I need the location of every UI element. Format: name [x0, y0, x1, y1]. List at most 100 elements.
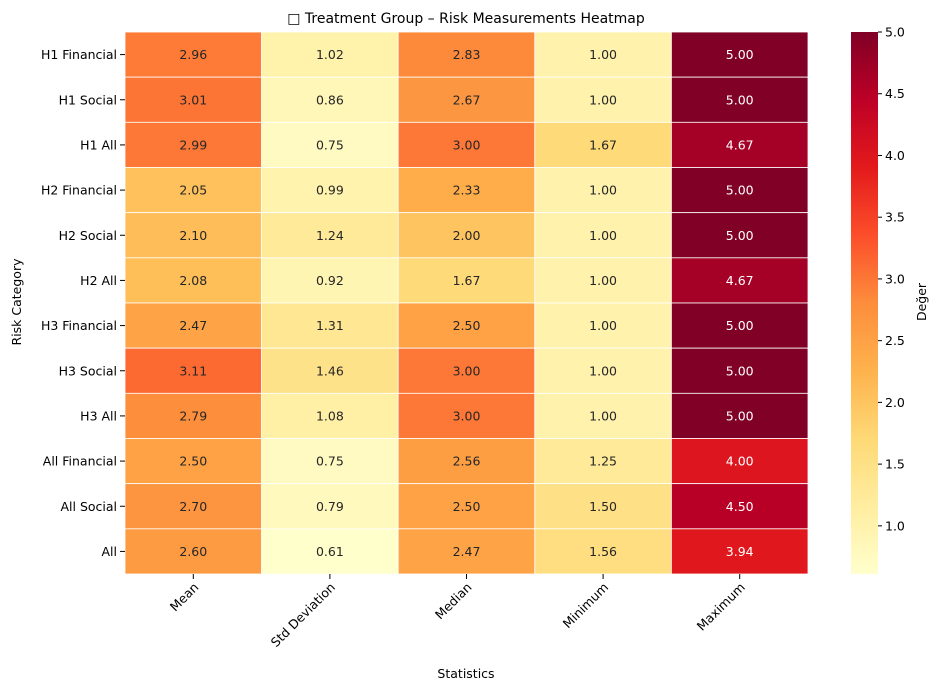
- heatmap-cell: [397, 257, 536, 304]
- cell-value-label: 3.00: [453, 137, 481, 152]
- cell-value-label: 2.83: [453, 47, 481, 62]
- heatmap-cell: [397, 392, 536, 439]
- cell-value-label: 4.00: [726, 454, 754, 469]
- y-axis-label: Risk Category: [9, 258, 24, 346]
- cell-value-label: 5.00: [726, 318, 754, 333]
- heatmap-cell: [124, 528, 263, 575]
- cell-value-label: 1.31: [316, 318, 344, 333]
- heatmap-cell: [261, 347, 399, 394]
- heatmap-cell: [124, 212, 263, 259]
- heatmap-cell: [261, 528, 399, 575]
- cell-value-label: 1.25: [589, 454, 617, 469]
- cell-value-label: 1.00: [589, 363, 617, 378]
- heatmap-cell: [671, 302, 809, 349]
- heatmap-cell: [124, 483, 263, 530]
- cell-value-label: 2.56: [453, 454, 481, 469]
- cell-value-label: 0.61: [316, 544, 344, 559]
- colorbar-label: Değer: [914, 282, 929, 321]
- heatmap-cell: [397, 212, 536, 259]
- cell-value-label: 4.67: [726, 137, 754, 152]
- heatmap-cell: [534, 167, 672, 214]
- cell-value-label: 5.00: [726, 183, 754, 198]
- cell-value-label: 2.96: [179, 47, 207, 62]
- y-tick-label: H1 Financial: [41, 47, 117, 62]
- cell-value-label: 2.99: [179, 137, 207, 152]
- heatmap-cell: [671, 483, 809, 530]
- cell-value-label: 5.00: [726, 408, 754, 423]
- cell-value-label: 2.47: [179, 318, 207, 333]
- x-tick-label: Maximum: [694, 580, 748, 634]
- cell-value-label: 2.60: [179, 544, 207, 559]
- cell-value-label: 1.00: [589, 273, 617, 288]
- heatmap-cell: [124, 31, 263, 78]
- cell-value-label: 5.00: [726, 47, 754, 62]
- heatmap-cell: [671, 76, 809, 123]
- cell-value-label: 2.79: [179, 408, 207, 423]
- y-tick-label: H2 Financial: [41, 183, 117, 198]
- colorbar-tick-label: 4.5: [885, 86, 905, 101]
- y-tick-label: H1 Social: [59, 92, 117, 107]
- heatmap-cell: [397, 121, 536, 168]
- y-tick-label: All Social: [60, 499, 117, 514]
- colorbar-tick-label: 5.0: [885, 25, 905, 40]
- colorbar-tick-label: 1.0: [885, 518, 905, 533]
- heatmap-cell: [261, 121, 399, 168]
- cell-value-label: 5.00: [726, 92, 754, 107]
- y-tick-label: H1 All: [80, 137, 117, 152]
- y-tick-label: H3 All: [80, 408, 117, 423]
- cell-value-label: 2.05: [179, 183, 207, 198]
- heatmap-cell: [534, 257, 672, 304]
- y-tick-label: H2 Social: [59, 228, 117, 243]
- heatmap-cell: [671, 167, 809, 214]
- y-tick-label: H2 All: [80, 273, 117, 288]
- y-tick-label: H3 Financial: [41, 318, 117, 333]
- heatmap-cell: [124, 347, 263, 394]
- cell-value-label: 1.56: [589, 544, 617, 559]
- colorbar-tick-label: 2.0: [885, 395, 905, 410]
- heatmap-cell: [671, 347, 809, 394]
- heatmap-cell: [397, 76, 536, 123]
- cell-value-label: 2.47: [453, 544, 481, 559]
- heatmap-cell: [261, 438, 399, 485]
- cell-value-label: 1.00: [589, 92, 617, 107]
- heatmap-cell: [534, 121, 672, 168]
- cell-value-label: 0.79: [316, 499, 344, 514]
- cell-value-label: 2.50: [453, 318, 481, 333]
- heatmap-cell: [261, 392, 399, 439]
- cell-value-label: 1.00: [589, 408, 617, 423]
- heatmap-cell: [534, 438, 672, 485]
- cell-value-label: 0.75: [316, 454, 344, 469]
- cell-value-label: 1.00: [589, 318, 617, 333]
- cell-value-label: 2.00: [453, 228, 481, 243]
- row-labels: H1 Financial H1 Social H1 All H2 Financial H…: [41, 47, 125, 559]
- cell-value-label: 2.50: [453, 499, 481, 514]
- cell-value-label: 3.94: [726, 544, 754, 559]
- heatmap-cell: [534, 483, 672, 530]
- chart-title: □ Treatment Group – Risk Measurements He…: [287, 11, 645, 27]
- colorbar-tick-label: 3.0: [885, 271, 905, 286]
- heatmap-cell: [397, 438, 536, 485]
- cell-value-label: 1.08: [316, 408, 344, 423]
- heatmap-cell: [534, 528, 672, 575]
- cell-value-label: 1.00: [589, 47, 617, 62]
- heatmap-cell: [261, 31, 399, 78]
- heatmap-cell: [397, 483, 536, 530]
- heatmap-cell: [534, 31, 672, 78]
- heatmap-cell: [671, 438, 809, 485]
- x-tick-label: Median: [432, 580, 475, 623]
- heatmap-cell: [534, 347, 672, 394]
- heatmap-cell: [397, 167, 536, 214]
- x-tick-label: Mean: [167, 580, 202, 615]
- x-axis-label: Statistics: [437, 666, 494, 681]
- cell-value-label: 2.10: [179, 228, 207, 243]
- heatmap-cell: [397, 347, 536, 394]
- x-tick-label: Minimum: [560, 580, 612, 632]
- cell-value-label: 2.08: [179, 273, 207, 288]
- cell-value-label: 1.24: [316, 228, 344, 243]
- cell-value-label: 5.00: [726, 363, 754, 378]
- cell-value-label: 1.00: [589, 228, 617, 243]
- cell-value-label: 2.33: [453, 183, 481, 198]
- cell-value-label: 3.01: [179, 92, 207, 107]
- cell-value-label: 1.46: [316, 363, 344, 378]
